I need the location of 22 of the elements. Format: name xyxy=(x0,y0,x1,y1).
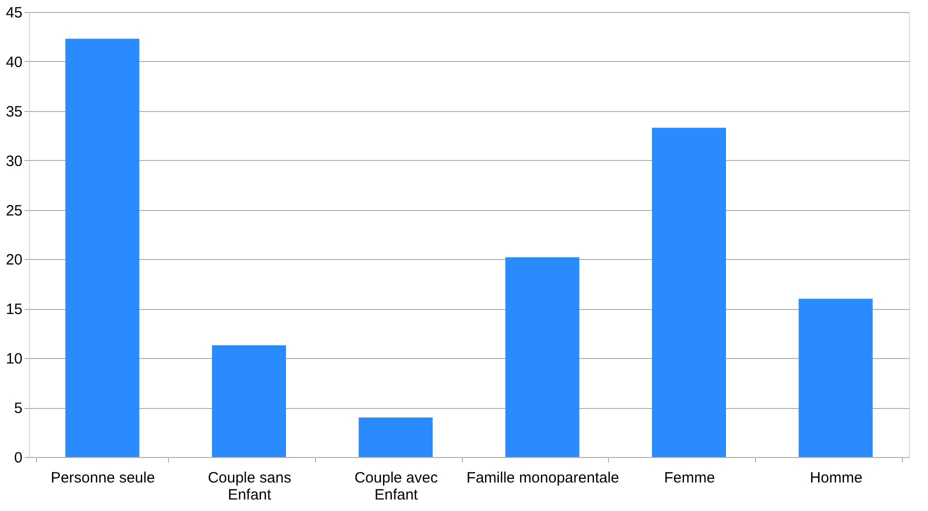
y-tick-label: 35 xyxy=(6,103,22,120)
y-tick-label: 5 xyxy=(14,400,22,418)
x-tick-label: Famille monoparentale xyxy=(466,470,620,486)
y-tick-label: 25 xyxy=(6,202,22,220)
bar xyxy=(212,345,286,457)
y-tick-label: 40 xyxy=(6,54,22,71)
y-tick-label: 0 xyxy=(14,450,22,466)
x-tick-label: Femme xyxy=(664,470,715,486)
y-tick-label: 15 xyxy=(6,301,22,318)
y-tick-label: 20 xyxy=(6,252,22,269)
bar xyxy=(65,38,140,457)
y-tick-label: 45 xyxy=(6,4,22,22)
bar xyxy=(505,257,580,457)
y-tick-label: 30 xyxy=(6,152,22,170)
y-tick-label: 10 xyxy=(6,350,22,368)
x-tick-label: Personne seule xyxy=(50,470,155,486)
x-tick-label: Couple sans Enfant xyxy=(208,470,292,504)
bar xyxy=(358,417,433,457)
x-tick-label: Couple avec Enfant xyxy=(354,470,438,504)
bar xyxy=(652,128,726,457)
x-tick-label: Homme xyxy=(810,470,862,486)
bar xyxy=(798,298,873,457)
